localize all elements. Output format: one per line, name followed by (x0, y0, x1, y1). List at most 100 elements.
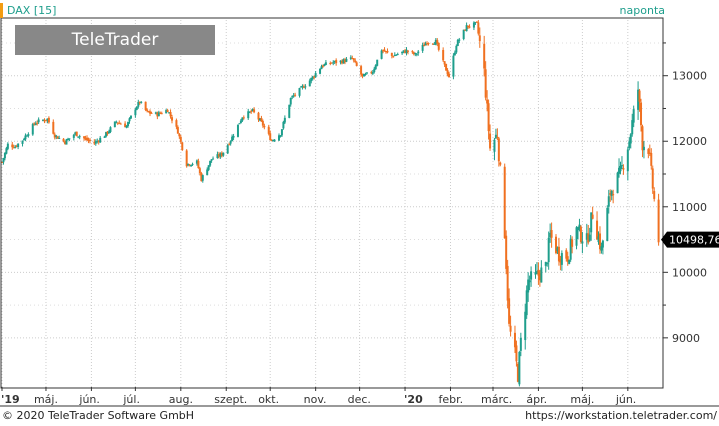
candle-body (157, 112, 160, 117)
candle-body (273, 139, 276, 141)
candle-body (628, 141, 631, 149)
candle-body (571, 239, 574, 247)
candle-body (436, 40, 439, 44)
candle-body (5, 148, 8, 154)
candle-body (626, 149, 629, 172)
candle-body (160, 113, 163, 115)
candle-body (651, 168, 654, 189)
candle-body (279, 135, 282, 137)
candle-body (524, 311, 527, 341)
candle-body (393, 54, 396, 57)
candle-body (406, 50, 409, 52)
candle-body (228, 144, 231, 146)
candle-body (17, 143, 20, 147)
symbol-label: DAX [15] (7, 4, 57, 17)
interval-label[interactable]: naponta (619, 4, 665, 17)
candle-body (484, 69, 487, 98)
candle-body (299, 86, 302, 88)
candle-body (508, 298, 511, 324)
candle-body (382, 50, 385, 52)
x-tick-label: márc. (481, 393, 512, 406)
candle-body (534, 272, 537, 275)
candle-body (527, 279, 530, 293)
candle-body (247, 111, 250, 119)
candle-body (373, 68, 376, 73)
candle-body (52, 121, 55, 134)
candle-body (330, 62, 333, 64)
candle-body (226, 145, 229, 154)
candle-body (11, 144, 14, 148)
candle-body (622, 168, 625, 170)
candle-body (579, 226, 582, 242)
candle-body (134, 109, 137, 116)
candle-body (109, 127, 112, 132)
candle-body (308, 80, 311, 87)
y-tick-label: 11000 (672, 201, 707, 214)
candle-body (66, 138, 69, 141)
candle-body (319, 68, 322, 74)
candle-body (242, 117, 245, 119)
x-tick-label: '20 (404, 393, 423, 406)
candle-body (15, 145, 18, 147)
candle-body (596, 220, 599, 240)
candle-body (171, 117, 174, 121)
candle-body (190, 165, 193, 167)
candle-body (443, 61, 446, 65)
candle-body (540, 267, 543, 283)
candle-body (138, 101, 141, 103)
candle-body (549, 232, 552, 238)
candle-body (3, 152, 6, 159)
candle-body (74, 132, 77, 135)
candle-body (283, 117, 286, 123)
candle-body (27, 134, 30, 136)
candle-body (376, 59, 379, 66)
candle-body (105, 131, 108, 137)
candle-body (555, 236, 558, 254)
candle-body (653, 191, 656, 199)
candle-layer (1, 20, 660, 387)
candle-body (405, 49, 408, 54)
candle-body (88, 139, 91, 142)
candle-body (62, 138, 65, 141)
candle-body (72, 134, 75, 138)
candle-body (22, 139, 25, 141)
candle-body (146, 109, 149, 111)
candle-body (390, 52, 393, 56)
candle-body (298, 88, 301, 96)
candle-body (496, 136, 499, 138)
candle-body (115, 121, 118, 123)
candle-body (83, 136, 86, 139)
candle-body (465, 25, 468, 32)
candle-body (339, 60, 342, 63)
candle-body (58, 137, 61, 139)
candle-body (448, 73, 451, 78)
candle-body (166, 110, 169, 113)
candle-body (619, 165, 622, 172)
candle-body (42, 119, 45, 121)
logo-light-text: TeleTrader (71, 30, 159, 50)
candle-body (168, 112, 171, 114)
candle-body (36, 122, 39, 124)
candle-body (556, 247, 559, 251)
candle-body (456, 39, 459, 46)
candle-body (442, 49, 445, 61)
candle-body (147, 111, 150, 113)
candle-body (446, 70, 449, 75)
candle-body (581, 241, 584, 244)
candle-body (412, 52, 415, 55)
candle-body (587, 233, 590, 243)
candle-body (590, 212, 593, 233)
candle-body (342, 59, 345, 64)
candle-body (292, 95, 295, 97)
candle-body (519, 337, 522, 351)
candle-body (55, 135, 58, 137)
source-url[interactable]: https://workstation.teletrader.com/ (525, 409, 717, 422)
candle-body (455, 45, 458, 53)
candle-body (513, 332, 516, 348)
candle-body (178, 133, 181, 137)
candle-body (475, 21, 478, 23)
candle-body (576, 227, 579, 231)
candle-body (360, 66, 363, 75)
candle-body (301, 86, 304, 88)
